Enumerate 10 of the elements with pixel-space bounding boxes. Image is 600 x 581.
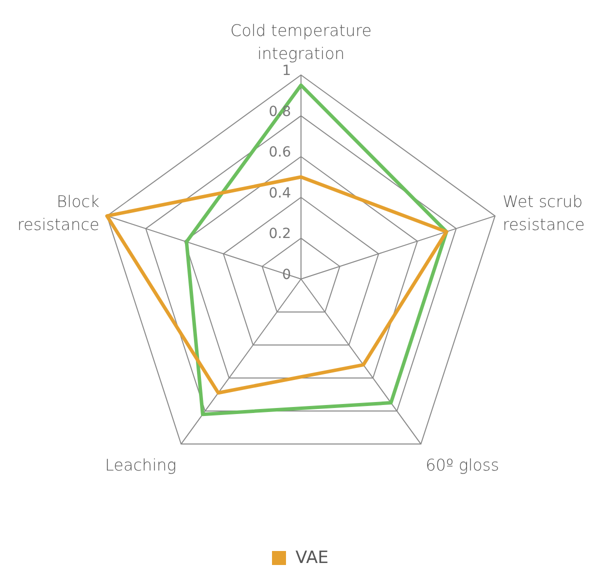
spoke-label: Cold temperature integration (230, 21, 372, 63)
y-tick-label: 0.4 (268, 185, 292, 202)
spoke-label: Block resistance (17, 192, 100, 234)
spoke-label: Leaching (104, 456, 176, 475)
y-tick-label: 0.6 (268, 144, 292, 161)
y-tick-label: 0.2 (268, 226, 291, 242)
legend-label: VAE (294, 548, 328, 568)
spoke-label: Wet scrub resistance (502, 192, 585, 234)
spoke-label: 60º gloss (426, 456, 500, 475)
y-tick-label: 1 (282, 63, 291, 79)
